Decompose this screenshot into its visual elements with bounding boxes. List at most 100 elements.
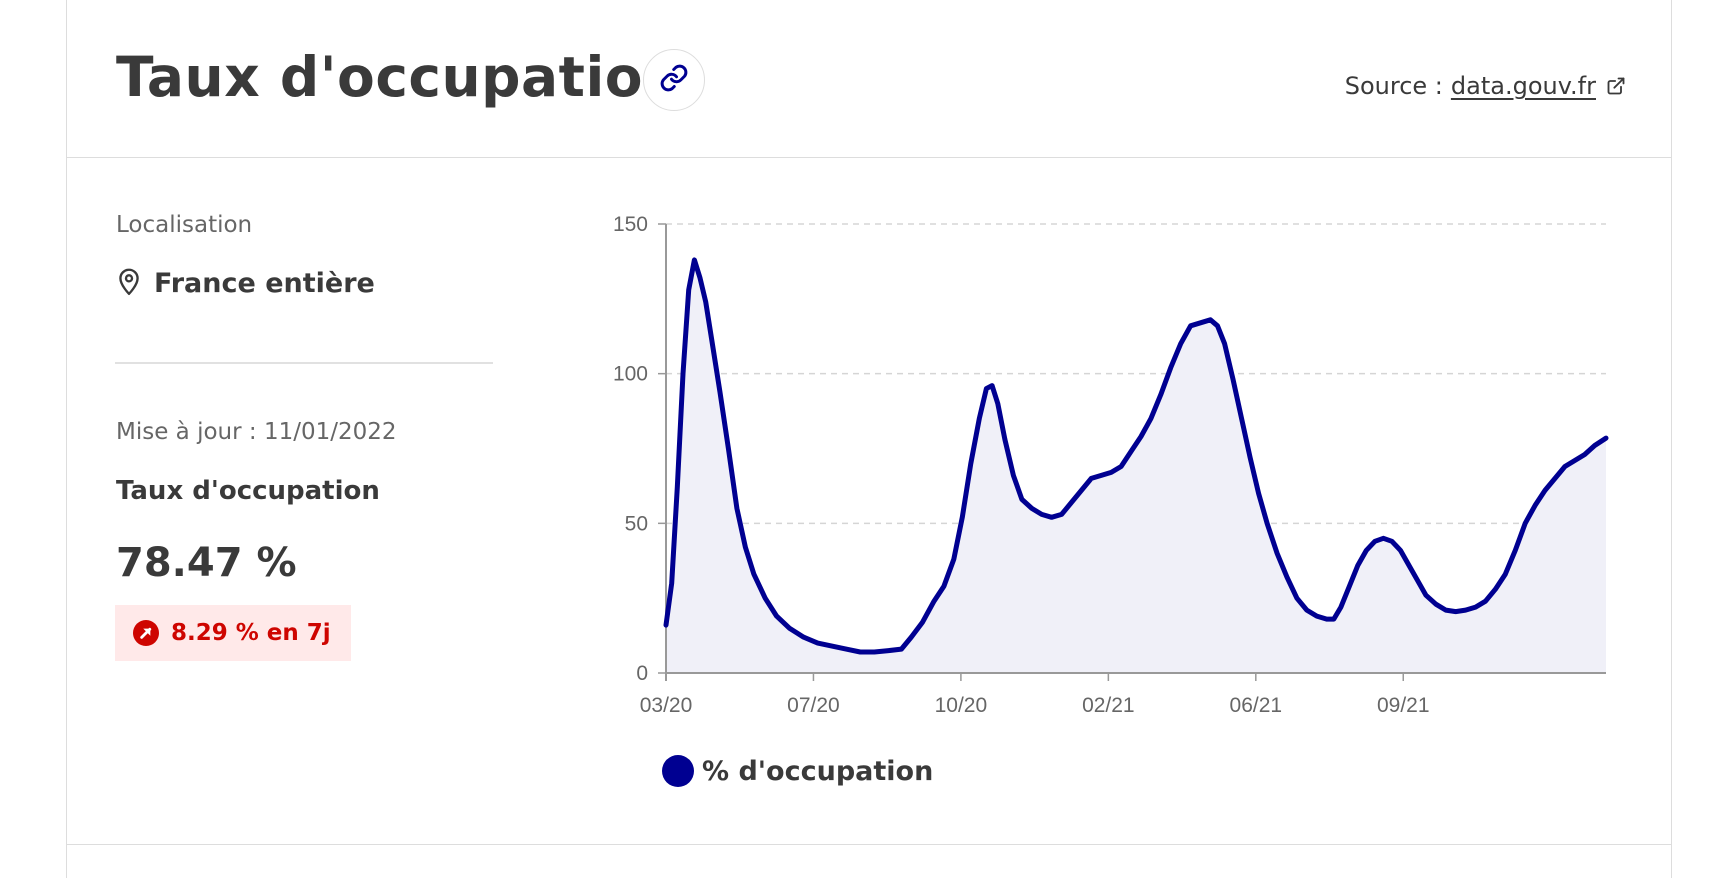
arrow-up-right-icon	[133, 620, 159, 646]
data-point	[1493, 587, 1497, 591]
data-point	[675, 485, 679, 489]
data-point	[1325, 617, 1329, 621]
source-attribution: Source : data.gouv.fr	[1345, 72, 1626, 100]
data-point	[664, 623, 668, 627]
trend-badge: 8.29 % en 7j	[115, 605, 351, 661]
location-row: France entière	[116, 266, 375, 300]
data-point	[1415, 578, 1419, 582]
data-point	[1356, 563, 1360, 567]
data-point	[763, 596, 767, 600]
data-point	[1604, 436, 1608, 440]
location-label: Localisation	[116, 212, 253, 238]
y-tick-label: 50	[625, 512, 648, 535]
data-point	[887, 649, 891, 653]
data-point	[830, 644, 834, 648]
legend-marker	[662, 755, 694, 787]
data-point	[704, 300, 708, 304]
location-value: France entière	[154, 267, 375, 299]
data-point	[1139, 435, 1143, 438]
source-link[interactable]: data.gouv.fr	[1450, 72, 1596, 100]
data-point	[1381, 536, 1385, 540]
data-point	[1295, 596, 1299, 600]
copy-link-button[interactable]	[643, 49, 705, 111]
data-point	[1373, 539, 1377, 543]
data-point	[990, 384, 994, 388]
data-point	[718, 390, 722, 394]
data-point	[1109, 470, 1113, 474]
data-point	[1089, 476, 1093, 480]
data-point	[1398, 548, 1402, 552]
data-point	[1332, 617, 1336, 621]
data-point	[984, 387, 988, 391]
data-point	[1315, 614, 1319, 618]
data-point	[858, 650, 862, 654]
data-point	[1583, 453, 1587, 456]
y-tick-label: 100	[613, 363, 648, 386]
data-point	[1474, 605, 1478, 609]
data-point	[1454, 610, 1458, 614]
data-point	[1079, 488, 1083, 492]
data-point	[802, 635, 805, 639]
data-point	[1179, 342, 1183, 346]
update-date: Mise à jour : 11/01/2022	[116, 419, 397, 445]
data-point	[1169, 366, 1173, 370]
data-point	[899, 647, 903, 651]
data-point	[687, 288, 691, 292]
data-point	[1070, 500, 1073, 504]
data-point	[1484, 599, 1487, 603]
data-point	[1040, 512, 1044, 516]
data-point	[921, 620, 925, 624]
indicator-card	[66, 0, 1672, 878]
data-point	[1434, 602, 1438, 606]
data-point	[1248, 456, 1252, 459]
data-point	[844, 647, 848, 651]
data-point	[1347, 584, 1351, 588]
occupancy-chart: 0 50 100 150 03/20 07/20 10/20 02/21 06/21 09/21	[613, 213, 1609, 717]
x-tick-label: 02/21	[1082, 694, 1135, 717]
source-prefix: Source :	[1344, 72, 1443, 100]
data-point	[1231, 378, 1235, 382]
data-point	[1189, 324, 1193, 328]
data-point	[1444, 608, 1448, 612]
sidebar-divider	[115, 362, 493, 364]
data-point	[1543, 488, 1547, 492]
x-tick-label: 06/21	[1230, 694, 1283, 717]
data-point	[775, 614, 779, 618]
data-point	[1240, 417, 1244, 421]
data-point	[1275, 551, 1279, 555]
data-point	[1503, 572, 1507, 576]
external-link-icon	[1606, 76, 1626, 96]
data-point	[1050, 515, 1054, 519]
data-point	[709, 336, 713, 340]
data-point	[1285, 575, 1289, 579]
x-tick-label: 10/20	[935, 694, 988, 717]
x-tick-label: 07/20	[787, 694, 840, 717]
data-point	[1513, 548, 1517, 552]
x-tick-label: 09/21	[1377, 694, 1430, 717]
trend-text: 8.29 % en 7j	[171, 620, 331, 646]
data-point	[1223, 342, 1227, 346]
data-point	[1208, 318, 1212, 322]
data-point	[816, 641, 820, 645]
data-point	[909, 635, 913, 639]
data-point	[1030, 506, 1034, 510]
data-point	[1573, 459, 1577, 462]
data-point	[692, 258, 696, 262]
x-tick-label: 03/20	[640, 694, 693, 717]
data-point	[1533, 503, 1537, 507]
series-points	[664, 258, 1608, 654]
footer-divider	[66, 844, 1672, 845]
map-pin-icon	[116, 266, 142, 300]
data-point	[1060, 512, 1064, 516]
data-point	[960, 515, 964, 519]
data-point	[752, 572, 756, 576]
data-point	[735, 506, 739, 510]
data-point	[1407, 563, 1411, 567]
data-point	[1563, 465, 1567, 468]
data-point	[1020, 497, 1024, 501]
page-title: Taux d'occupation	[116, 45, 683, 109]
header-divider	[66, 157, 1672, 158]
data-point	[1199, 321, 1202, 325]
data-point	[872, 650, 876, 654]
data-point	[1129, 450, 1133, 453]
